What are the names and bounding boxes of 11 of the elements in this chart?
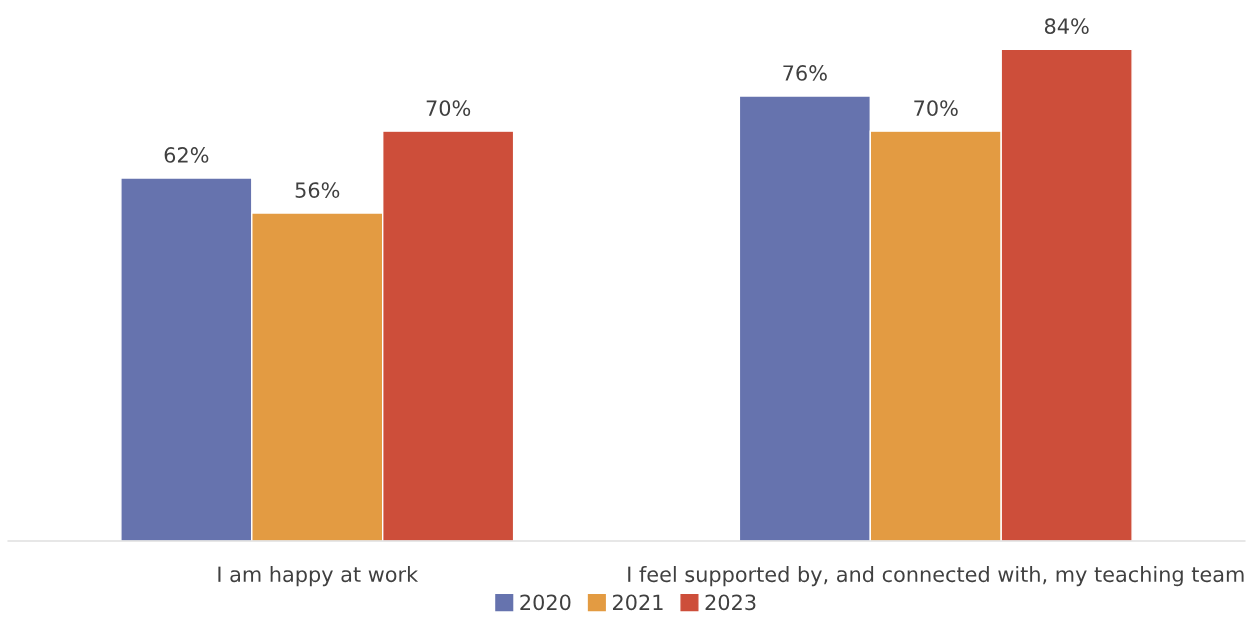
- data-label: 76%: [783, 65, 827, 81]
- legend-label: 2021: [612, 594, 663, 611]
- data-label: 84%: [1044, 18, 1089, 35]
- data-label: 62%: [164, 147, 209, 163]
- legend-label: 2020: [520, 594, 571, 611]
- legend-label: 2023: [705, 594, 756, 611]
- data-label: 56%: [295, 182, 340, 198]
- x-tick-label: I feel supported by, and connected with, my teaching team: [628, 566, 1244, 587]
- data-label: 70%: [426, 100, 471, 116]
- x-tick-label: I am happy at work: [218, 566, 419, 587]
- data-label: 70%: [914, 100, 958, 116]
